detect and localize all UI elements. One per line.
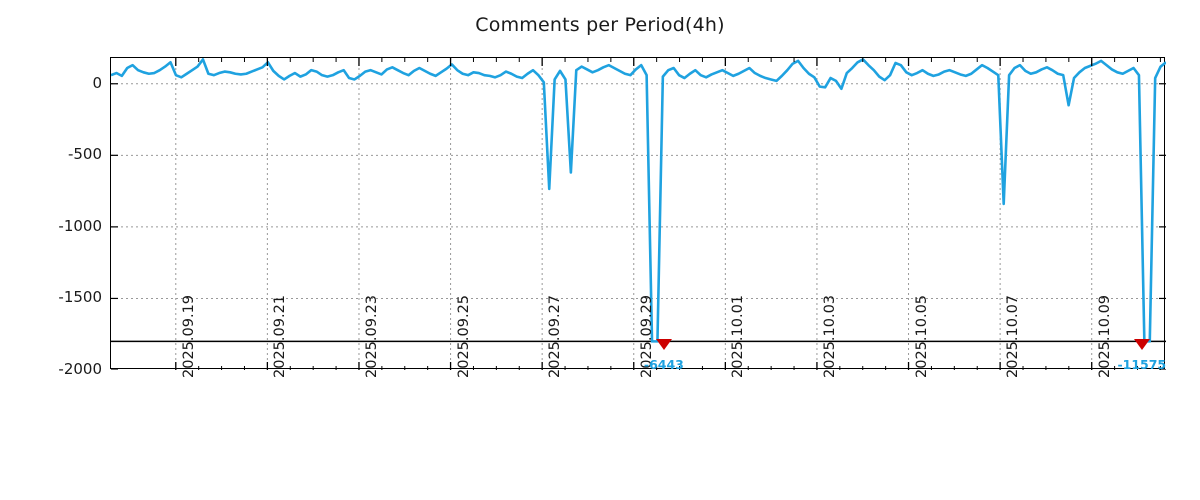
x-axis-tick-label: 2025.09.27 [547, 294, 564, 378]
annotation-marker-triangle-down-icon [1133, 339, 1150, 351]
x-axis-tick-label: 2025.10.09 [1096, 294, 1113, 378]
y-axis-tick-label: -1500 [58, 288, 102, 307]
x-axis-tick-label: 2025.10.01 [730, 294, 747, 378]
x-axis-tick-label: 2025.09.25 [455, 294, 472, 378]
annotation-value-label: -6443 [643, 357, 684, 372]
x-axis-tick-label: 2025.10.07 [1005, 294, 1022, 378]
y-axis-tick-label: -2000 [58, 360, 102, 378]
x-axis-tick-label: 2025.10.03 [821, 294, 838, 378]
x-axis-tick-label: 2025.09.19 [180, 294, 197, 378]
axis-ticks [111, 58, 1166, 370]
data-series-line [111, 58, 1166, 343]
annotation-marker-triangle-down-icon [655, 339, 672, 351]
y-axis-tick-label: -1000 [58, 216, 102, 235]
annotation-value-label: -11575 [1117, 357, 1167, 372]
x-axis-tick-label: 2025.09.23 [363, 294, 380, 378]
y-axis-tick-label: -500 [67, 145, 102, 164]
x-axis-tick-label: 2025.10.05 [913, 294, 930, 378]
plot-area [110, 57, 1166, 370]
y-axis-tick-label: 0 [92, 73, 102, 92]
page-title: Comments per Period(4h) [475, 14, 725, 36]
plot-svg [111, 58, 1166, 370]
x-axis-tick-label: 2025.09.21 [272, 294, 289, 378]
y-axis-tick-labels: 0 -500 -1000 -1500 -2000 [0, 0, 102, 500]
